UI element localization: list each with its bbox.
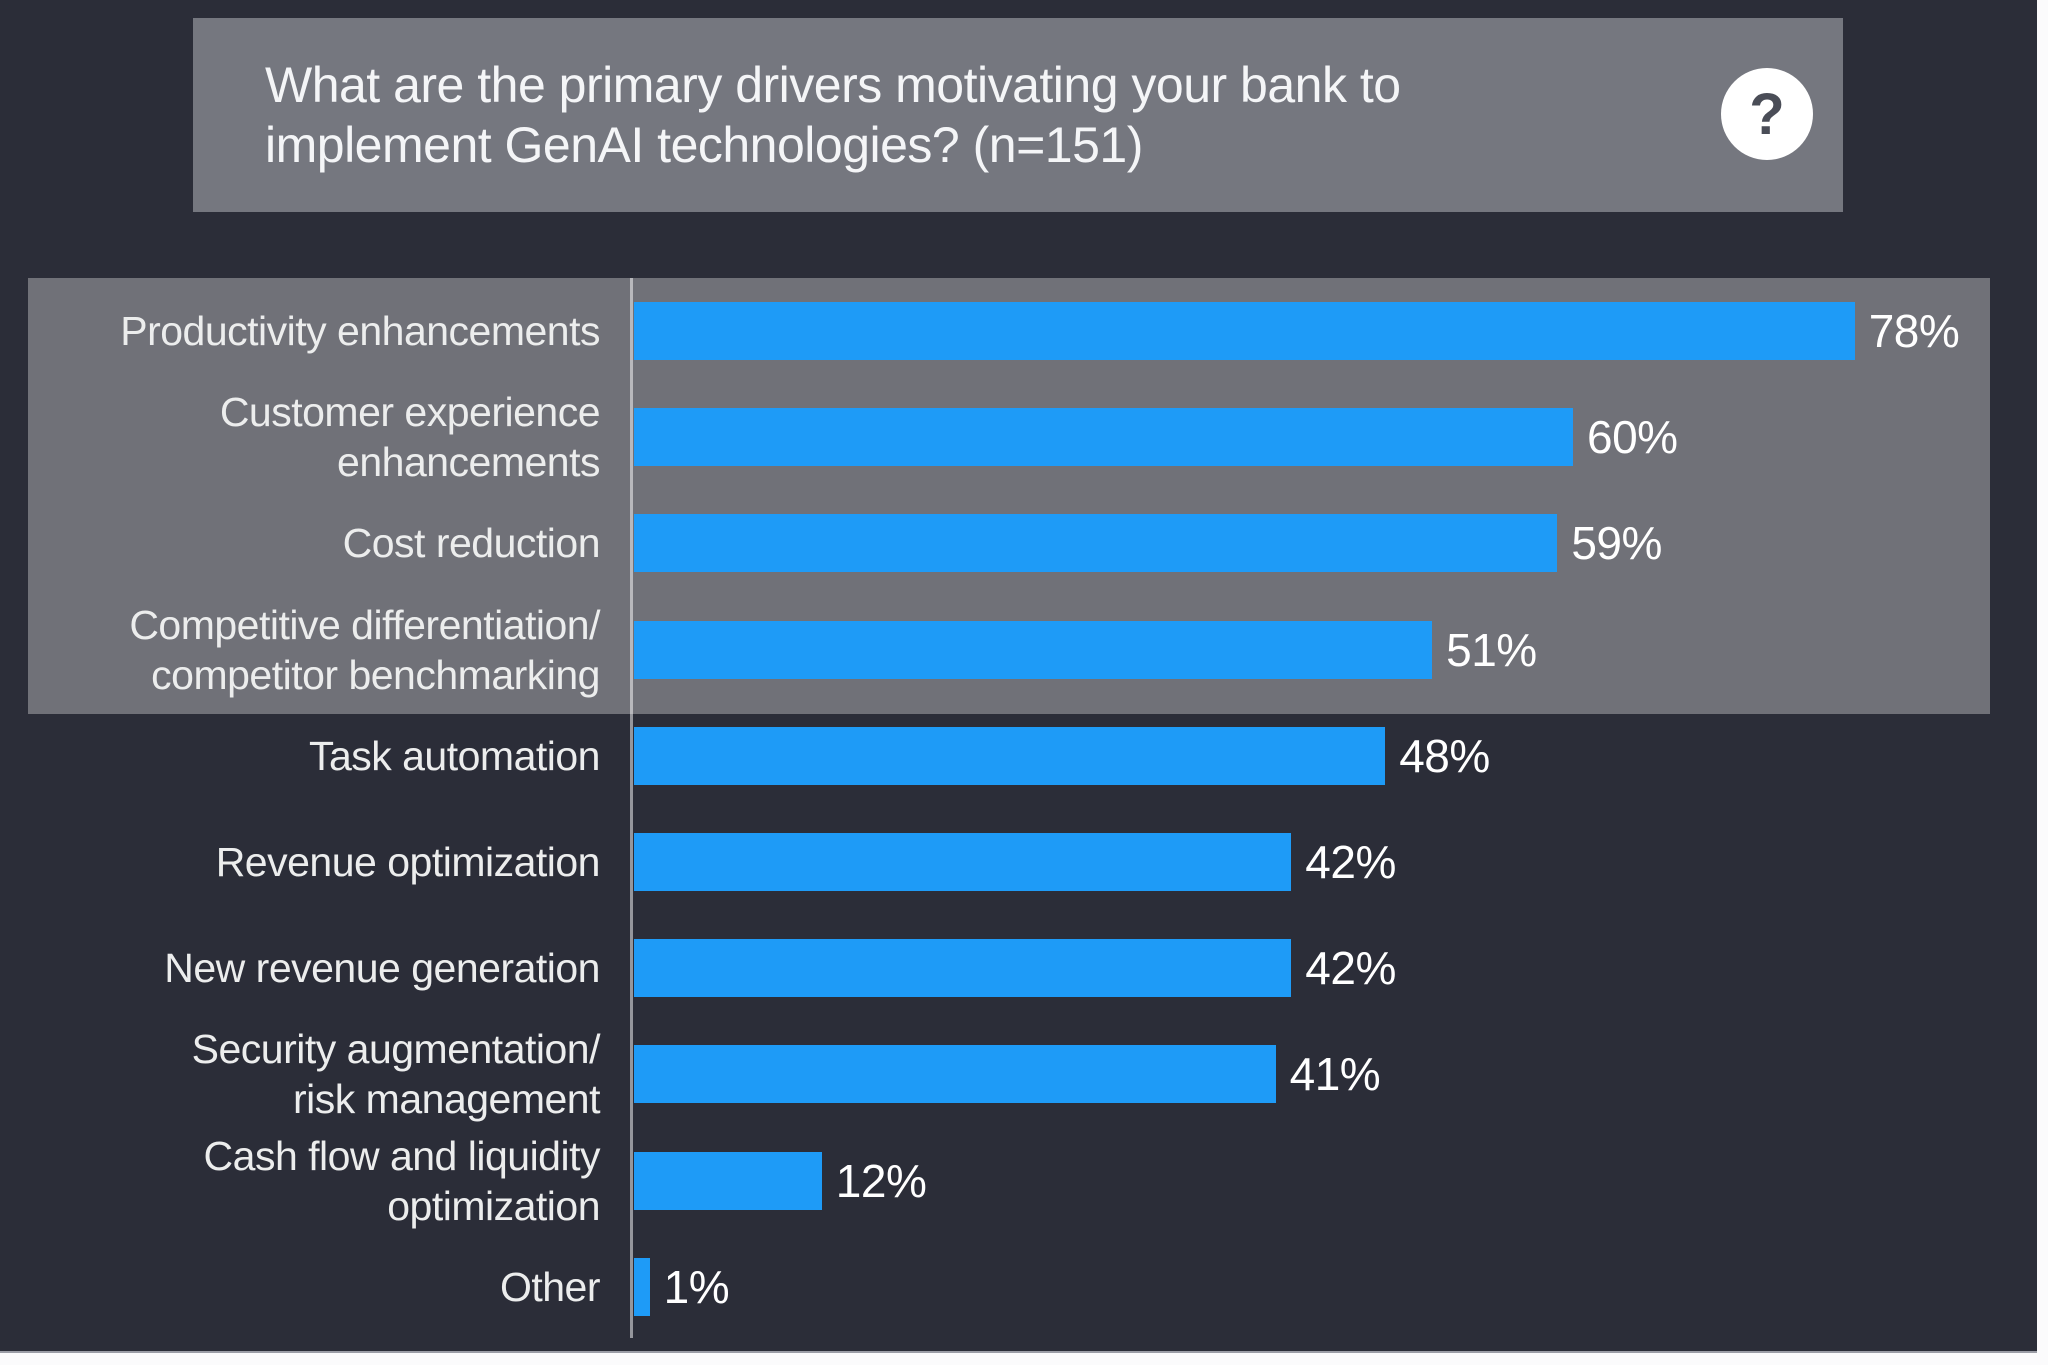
bar-row: Cost reduction 59% [0,490,2037,596]
bar[interactable] [634,1045,1276,1104]
question-title-box: What are the primary drivers motivating … [193,18,1843,212]
category-axis-line [630,278,633,1338]
bar-area: 60% [634,408,2037,467]
bar[interactable] [634,514,1558,573]
category-label: Customer experience enhancements [219,389,601,486]
bar-area: 42% [634,833,2037,891]
bar-row: Revenue optimization 42% [0,809,2037,915]
bar[interactable] [634,726,1386,785]
bar-row: Other 1% [0,1234,2037,1340]
bar-area: 78% [634,302,2037,360]
bar-area: 59% [634,514,2037,573]
category-label: Security augmentation/ risk management [191,1026,601,1123]
bar[interactable] [634,1151,822,1210]
category-label: Other [499,1263,601,1310]
bar-area: 42% [634,939,2037,998]
bar-area: 48% [634,726,2037,785]
value-label: 48% [1399,729,1490,782]
bar-row: Security augmentation/ risk management 4… [0,1021,2037,1127]
bar-area: 51% [634,620,2037,679]
bar[interactable] [634,302,1855,360]
bar[interactable] [634,620,1433,679]
value-label: 42% [1305,942,1396,995]
value-label: 60% [1587,411,1678,464]
bar-area: 1% [634,1257,2037,1316]
bar[interactable] [634,833,1292,891]
bar-row: Task automation 48% [0,703,2037,809]
category-label: Revenue optimization [215,839,601,885]
category-label: Productivity enhancements [120,308,600,354]
bar[interactable] [634,408,1573,467]
category-label: Cash flow and liquidity optimization [203,1132,601,1229]
value-label: 12% [835,1154,927,1207]
category-label: Competitive differentiation/ competitor … [129,601,600,698]
value-label: 42% [1305,836,1396,888]
chart-title-line-2: implement GenAI technologies? (n=151) [265,117,1143,173]
category-label: Task automation [308,732,601,779]
value-label: 1% [663,1260,730,1313]
bar-row: Customer experience enhancements 60% [0,384,2037,490]
bar-row: Cash flow and liquidity optimization 12% [0,1128,2037,1234]
bar-area: 12% [634,1151,2037,1210]
help-icon[interactable]: ? [1721,68,1813,160]
chart-title-line-1: What are the primary drivers motivating … [265,57,1401,113]
bar[interactable] [634,1257,650,1316]
bar-row: New revenue generation 42% [0,915,2037,1021]
bar-area: 41% [634,1045,2037,1104]
value-label: 59% [1571,517,1662,570]
category-label: Cost reduction [342,520,601,567]
bar-row: Productivity enhancements 78% [0,278,2037,384]
value-label: 51% [1446,623,1537,676]
bar-row: Competitive differentiation/ competitor … [0,597,2037,703]
bar[interactable] [634,939,1292,998]
value-label: 78% [1868,305,1960,357]
value-label: 41% [1289,1048,1381,1101]
category-label: New revenue generation [164,945,600,992]
